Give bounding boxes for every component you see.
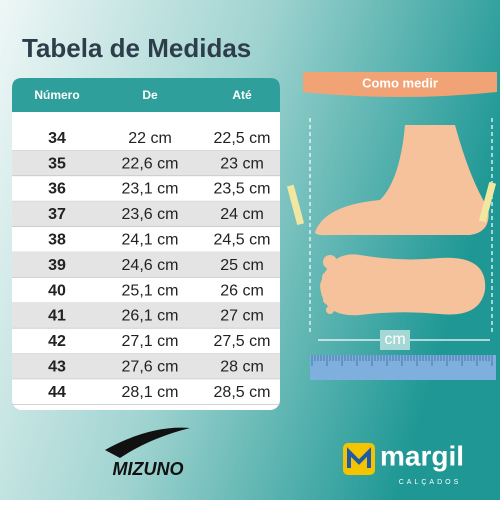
title: Tabela de Medidas xyxy=(22,33,251,63)
number-cell: 42 xyxy=(48,333,66,350)
size-cell: 27,5 cm xyxy=(214,333,271,350)
guide-title: Como medir xyxy=(362,75,438,90)
margil-icon-m xyxy=(347,447,371,468)
row-stripe xyxy=(12,302,280,329)
size-cell: 25 cm xyxy=(220,257,264,274)
size-cell: 25,1 cm xyxy=(122,282,179,299)
column-header: De xyxy=(142,88,158,102)
size-cell: 28,1 cm xyxy=(122,384,179,401)
table-header xyxy=(12,78,280,112)
column-header: Até xyxy=(232,88,252,102)
guide-banner xyxy=(303,72,497,97)
number-cell: 43 xyxy=(48,359,66,376)
pencil-right xyxy=(478,181,497,223)
ruler-ticks xyxy=(311,355,493,366)
size-cell: 26 cm xyxy=(220,282,264,299)
number-cell: 44 xyxy=(48,384,66,401)
size-cell: 27 cm xyxy=(220,308,264,325)
size-cell: 23 cm xyxy=(220,155,264,172)
number-cell: 35 xyxy=(48,155,66,172)
unit-label: cm xyxy=(384,331,405,348)
table: Número De Até 34 22 cm 22,5 cm 35 22,6 cm 23 cm 3… xyxy=(12,88,280,405)
size-cell: 27,1 cm xyxy=(122,333,179,350)
row-stripe xyxy=(12,353,280,379)
foot-side xyxy=(315,125,489,236)
row-stripe xyxy=(12,252,280,278)
size-cell: 28,5 cm xyxy=(214,384,271,401)
brand-tagline: CALÇADOS xyxy=(399,479,462,486)
number-cell: 40 xyxy=(48,282,66,299)
size-cell: 22,6 cm xyxy=(122,155,179,172)
guides xyxy=(309,118,493,335)
number-cell: 36 xyxy=(48,181,66,198)
brand-left: MIZUNO xyxy=(113,459,184,479)
column-header: Número xyxy=(34,88,79,102)
size-cell: 22 cm xyxy=(128,130,172,147)
size-cell: 24,1 cm xyxy=(122,232,179,249)
row-stripe xyxy=(12,201,280,227)
brand-right: margil xyxy=(380,440,464,471)
size-cell: 24 cm xyxy=(220,206,264,223)
toes xyxy=(321,255,337,314)
number-cell: 39 xyxy=(48,257,66,274)
number-cell: 34 xyxy=(48,130,66,147)
size-cell: 23,6 cm xyxy=(122,206,179,223)
number-cell: 38 xyxy=(48,232,66,249)
mizuno-mark xyxy=(105,427,190,458)
pencil-left xyxy=(286,184,305,226)
number-cell: 37 xyxy=(48,206,66,223)
size-cell: 22,5 cm xyxy=(214,130,271,147)
size-cell: 23,5 cm xyxy=(214,181,271,198)
size-cell: 24,6 cm xyxy=(122,257,179,274)
size-cell: 26,1 cm xyxy=(122,308,179,325)
row-stripe xyxy=(12,150,280,176)
size-cell: 27,6 cm xyxy=(122,359,179,376)
size-cell: 28 cm xyxy=(220,359,264,376)
size-cell: 24,5 cm xyxy=(214,232,271,249)
unit-bg xyxy=(380,330,410,350)
size-cell: 23,1 cm xyxy=(122,181,179,198)
foot-top xyxy=(320,254,486,316)
number-cell: 41 xyxy=(48,308,66,325)
